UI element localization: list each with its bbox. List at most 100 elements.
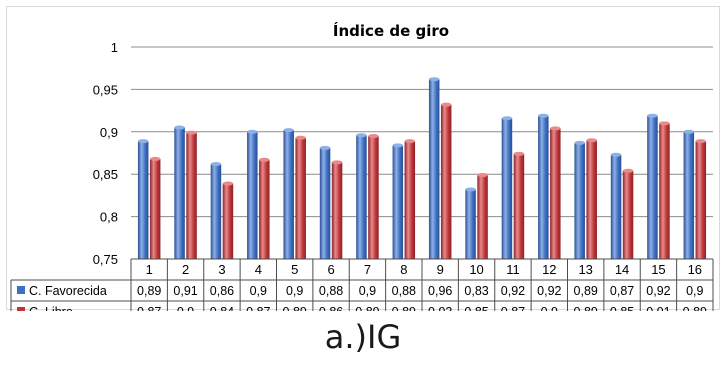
data-label: 0,9 [686, 284, 703, 298]
bar [465, 189, 476, 259]
bar [550, 128, 561, 259]
data-label: 0,9 [359, 284, 376, 298]
bar [247, 131, 258, 259]
bar [210, 164, 222, 259]
data-label: 0,91 [646, 305, 670, 311]
x-tick-label: 10 [469, 262, 483, 277]
bar-top [283, 128, 294, 133]
bar [586, 140, 597, 259]
data-label: 0,89 [574, 305, 598, 311]
bar [137, 141, 149, 259]
x-tick-label: 8 [400, 262, 407, 277]
bar-top [186, 130, 197, 135]
bar-top [247, 129, 258, 134]
bar-top [647, 113, 658, 118]
bar-top [440, 102, 452, 107]
bar [404, 141, 416, 259]
bar [574, 142, 585, 259]
bar-top [622, 168, 634, 173]
x-tick-label: 7 [364, 262, 371, 277]
y-tick-label: 0,9 [100, 125, 118, 140]
data-label: 0,89 [574, 284, 598, 298]
x-tick-label: 13 [578, 262, 592, 277]
legend-key [17, 286, 25, 294]
data-label: 0,89 [355, 305, 379, 311]
x-tick-label: 4 [255, 262, 262, 277]
bar-top [149, 156, 161, 161]
data-label: 0,89 [137, 284, 161, 298]
y-tick-label: 0,8 [100, 210, 118, 225]
bar [683, 131, 695, 259]
data-label: 0,83 [464, 284, 488, 298]
bar [440, 104, 452, 259]
bar [538, 115, 549, 259]
bar [186, 132, 197, 259]
bar [392, 145, 404, 259]
bar-top [331, 160, 343, 165]
data-label: 0,87 [137, 305, 161, 311]
data-label: 0,87 [246, 305, 270, 311]
bar-top [513, 151, 525, 156]
bar-top [683, 129, 695, 134]
data-label: 0,89 [392, 305, 416, 311]
bar-top [356, 133, 367, 138]
data-label: 0,87 [501, 305, 525, 311]
bar [368, 136, 379, 259]
data-label: 0,93 [428, 305, 452, 311]
chart-title: Índice de giro [333, 21, 449, 40]
bar-top [501, 116, 513, 121]
x-tick-label: 2 [182, 262, 189, 277]
data-label: 0,9 [250, 284, 267, 298]
bar [622, 170, 634, 259]
data-label: 0,84 [210, 305, 234, 311]
chart-frame: Índice de giro 0,75 0,8 0,85 0,9 0,95 1 1 2 3 4 5 6… [6, 6, 720, 311]
x-tick-label: 15 [651, 262, 665, 277]
data-label: 0,85 [464, 305, 488, 311]
bar [501, 118, 513, 260]
data-label: 0,89 [283, 305, 307, 311]
x-tick-label: 12 [542, 262, 556, 277]
bar-top [465, 187, 476, 192]
data-label: 0,85 [610, 305, 634, 311]
legend-label: C. Libre [29, 305, 73, 311]
figure-caption: a.)IG [324, 318, 402, 356]
data-label: 0,9 [286, 284, 303, 298]
bar-top [319, 145, 331, 150]
bar [428, 79, 440, 259]
bar-top [392, 143, 404, 148]
y-tick-label: 0,95 [93, 82, 118, 97]
x-tick-label: 16 [688, 262, 702, 277]
bar [222, 183, 234, 259]
bar-top [586, 138, 597, 143]
data-label: 0,91 [173, 284, 197, 298]
bar [659, 123, 670, 259]
data-label: 0,86 [210, 284, 234, 298]
bar-top [210, 162, 222, 167]
bar-top [538, 113, 549, 118]
x-tick-label: 6 [327, 262, 334, 277]
x-tick-label: 5 [291, 262, 298, 277]
bar [477, 175, 488, 259]
bar [319, 147, 331, 259]
x-tick-label: 11 [506, 262, 520, 277]
data-label: 0,96 [428, 284, 452, 298]
data-label: 0,88 [392, 284, 416, 298]
data-label: 0,9 [541, 305, 558, 311]
x-tick-label: 14 [615, 262, 629, 277]
x-tick-label: 3 [218, 262, 225, 277]
bar [356, 135, 367, 259]
bar [149, 158, 161, 259]
bar-top [574, 140, 585, 145]
bar-top [659, 121, 670, 126]
bar-top [404, 139, 416, 144]
data-label: 0,92 [501, 284, 525, 298]
bar-top [137, 139, 149, 144]
bar-top [428, 77, 440, 82]
bar [174, 127, 185, 259]
bar [610, 154, 622, 259]
bar [695, 141, 707, 259]
bar [295, 137, 306, 259]
bar-top [477, 173, 488, 178]
y-tick-label: 0,85 [93, 167, 118, 182]
